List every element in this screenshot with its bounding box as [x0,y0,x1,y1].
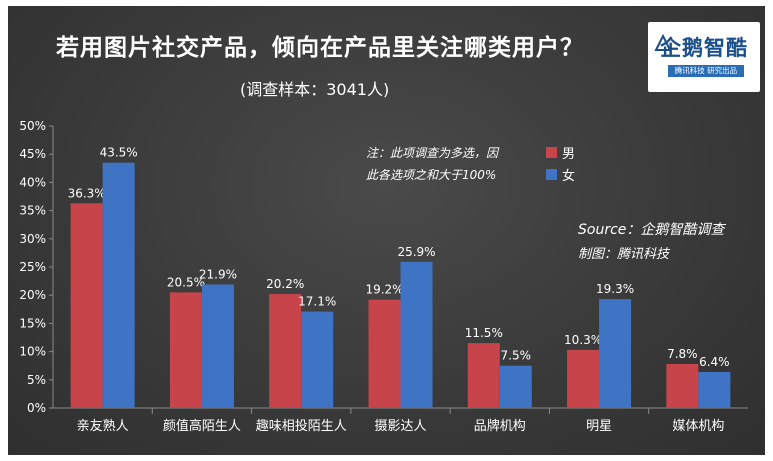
source-line: Source：企鹅智酷调查 [578,222,725,238]
x-tick-label: 颜值高陌生人 [163,418,241,434]
bar-male [70,203,103,408]
data-label-male: 36.3% [68,186,106,200]
y-tick-label: 25% [19,260,46,274]
data-label-female: 19.3% [596,282,634,296]
note-line-1: 注：此项调查为多选，因 [366,146,499,160]
logo-tagline: 腾讯科技 研究出品 [668,65,744,77]
y-tick-label: 10% [19,345,46,359]
credit-line: 制图：腾讯科技 [578,247,670,262]
bar-female [499,365,532,408]
data-label-male: 11.5% [465,326,503,340]
bar-female [599,299,632,408]
bar-female [301,311,334,408]
y-tick-label: 40% [19,175,46,189]
chart-frame: 若用图片社交产品，倾向在产品里关注哪类用户？ (调查样本：3041人) 企鹅智酷… [8,6,765,455]
x-tick-label: 明星 [586,419,612,434]
y-tick-label: 15% [19,316,46,330]
x-tick-label: 亲友熟人 [77,418,129,434]
x-tick-label: 摄影达人 [374,419,426,434]
data-label-male: 7.8% [667,347,698,361]
data-label-female: 17.1% [298,295,336,309]
bar-female [400,261,433,408]
data-label-female: 43.5% [100,146,138,160]
data-label-male: 20.2% [266,277,304,291]
bar-female [698,371,731,408]
legend-label-male: 男 [562,147,576,162]
legend-item-male: 男 [546,143,575,162]
bar-male [368,299,401,408]
data-label-male: 20.5% [167,275,205,289]
legend-swatch-female [546,169,557,180]
y-tick-label: 50% [19,119,46,133]
y-tick-label: 35% [19,204,46,218]
y-tick-label: 5% [27,373,46,387]
bar-male [467,343,500,408]
note-line-2: 此各选项之和大于100% [366,168,497,182]
bar-male [666,364,699,408]
bar-male [169,292,202,408]
y-tick-label: 30% [19,232,46,246]
bar-chart: 0% 5% 10% 15% 20% 25% 30% 35% 40% 45% 50% 36.3% 43.5… [19,119,748,434]
penguin-logo-icon [654,34,672,51]
data-label-female: 6.4% [699,355,730,369]
legend-item-female: 女 [546,165,575,184]
y-tick-label: 45% [19,147,46,161]
logo-name: 企鹅智酷 [660,36,748,60]
data-label-male: 19.2% [365,283,403,297]
chart-subtitle: (调查样本：3041人) [240,80,390,99]
y-tick-label: 0% [27,401,46,415]
legend-swatch-male [546,147,557,158]
x-tick-label: 趣味相投陌生人 [256,418,347,434]
chart-title: 若用图片社交产品，倾向在产品里关注哪类用户？ [56,35,584,61]
bar-male [567,349,600,408]
data-label-female: 25.9% [397,245,435,259]
data-label-female: 7.5% [501,349,532,363]
legend-label-female: 女 [562,169,576,184]
brand-logo: 企鹅智酷 腾讯科技 研究出品 [648,22,760,92]
data-label-male: 10.3% [564,333,602,347]
bar-female [102,162,135,408]
bar-male [269,294,302,408]
data-label-female: 21.9% [199,267,237,281]
x-tick-label: 媒体机构 [672,419,724,434]
bar-female [201,284,234,408]
x-tick-label: 品牌机构 [474,418,526,434]
y-tick-label: 20% [19,288,46,302]
